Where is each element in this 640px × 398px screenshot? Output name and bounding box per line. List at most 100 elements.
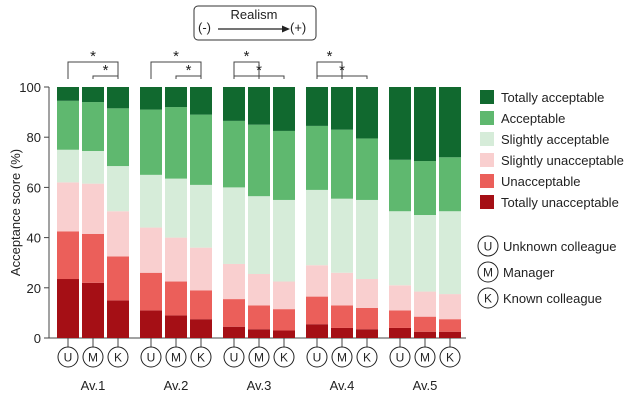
bar-segment [107, 108, 129, 166]
bar-key-label: Manager [503, 265, 555, 280]
bar-segment [190, 185, 212, 248]
bar-segment [389, 160, 411, 211]
legend-label: Totally acceptable [501, 90, 604, 105]
bar-segment [57, 279, 79, 338]
bar-segment [414, 161, 436, 215]
bar-key-letter: M [483, 266, 493, 280]
bar-key-legend: U Unknown colleague M Manager K Known colleag… [478, 236, 616, 308]
significance-star: * [186, 62, 192, 79]
y-tick-label: 40 [27, 231, 41, 246]
legend-label: Totally unacceptable [501, 195, 619, 210]
bar-segment [140, 87, 162, 110]
bar-letter: M [254, 351, 264, 365]
bar-segment [306, 324, 328, 338]
realism-label: Realism [231, 7, 278, 22]
bar-segment [82, 151, 104, 184]
bar-letter: K [114, 351, 122, 365]
bar-segment [140, 110, 162, 175]
bar-letter: U [64, 351, 73, 365]
bar-segment [356, 200, 378, 279]
bar-segment [331, 305, 353, 328]
bar-segment [82, 102, 104, 151]
bar-segment [331, 130, 353, 199]
legend-label: Unacceptable [501, 174, 581, 189]
bar-letter: U [230, 351, 239, 365]
bar-segment [223, 87, 245, 121]
bar-letter: K [197, 351, 205, 365]
y-axis-label: Acceptance score (%) [8, 149, 23, 276]
bar-letter: M [337, 351, 347, 365]
bar-letter: K [363, 351, 371, 365]
significance-star: * [339, 62, 345, 79]
bar-segment [223, 121, 245, 188]
bar-segment [439, 87, 461, 157]
bar-segment [140, 175, 162, 228]
bar-segment [273, 309, 295, 330]
bar-segment [439, 157, 461, 211]
realism-minus: (-) [198, 20, 211, 35]
bar-segment [439, 319, 461, 332]
bar-segment [273, 282, 295, 310]
bar-segment [389, 310, 411, 328]
bar-segment [389, 87, 411, 160]
group-label: Av.2 [164, 378, 189, 393]
legend-swatch [480, 132, 494, 146]
significance-star: * [244, 48, 250, 65]
bar-segment [273, 131, 295, 200]
bar-letter: M [171, 351, 181, 365]
bar-segment [414, 317, 436, 332]
bar-segment [57, 150, 79, 183]
bar-segment [306, 265, 328, 296]
bar-segment [223, 264, 245, 299]
significance-star: * [173, 48, 179, 65]
bars [57, 87, 461, 338]
bar-segment [82, 87, 104, 102]
bar-segment [82, 184, 104, 234]
bar-segment [356, 308, 378, 329]
bar-segment [439, 332, 461, 338]
legend-label: Slightly unacceptable [501, 153, 624, 168]
y-tick-label: 80 [27, 130, 41, 145]
bar-segment [165, 87, 187, 107]
group-label: Av.1 [81, 378, 106, 393]
bar-segment [140, 228, 162, 273]
bar-letter: U [313, 351, 322, 365]
significance-brackets: * * * * * * * * [68, 48, 367, 79]
significance-star: * [103, 62, 109, 79]
y-tick-label: 20 [27, 281, 41, 296]
legend-swatch [480, 195, 494, 209]
legend: Totally acceptable Acceptable Slightly acc… [480, 90, 624, 210]
bar-letter: K [446, 351, 454, 365]
bar-segment [273, 87, 295, 131]
bar-letter: U [396, 351, 405, 365]
bar-segment [165, 282, 187, 316]
bar-segment [389, 285, 411, 310]
legend-swatch [480, 174, 494, 188]
bar-segment [331, 273, 353, 306]
bar-letter: K [280, 351, 288, 365]
bar-letter: U [147, 351, 156, 365]
bar-segment [223, 327, 245, 338]
bar-segment [306, 190, 328, 265]
bar-segment [165, 315, 187, 338]
bar-segment [165, 107, 187, 179]
bar-segment [82, 234, 104, 283]
bar-segment [306, 126, 328, 190]
bar-segment [414, 87, 436, 161]
group-label: Av.5 [413, 378, 438, 393]
bar-segment [414, 332, 436, 338]
bar-segment [306, 87, 328, 126]
significance-star: * [327, 48, 333, 65]
bar-segment [273, 330, 295, 338]
bar-segment [57, 231, 79, 279]
legend-label: Acceptable [501, 111, 565, 126]
bar-segment [140, 310, 162, 338]
y-tick-label: 0 [34, 331, 41, 346]
bar-segment [57, 182, 79, 231]
bar-segment [190, 115, 212, 185]
bar-segment [331, 199, 353, 273]
legend-swatch [480, 90, 494, 104]
bar-segment [414, 215, 436, 292]
bar-letter: M [88, 351, 98, 365]
significance-star: * [90, 48, 96, 65]
